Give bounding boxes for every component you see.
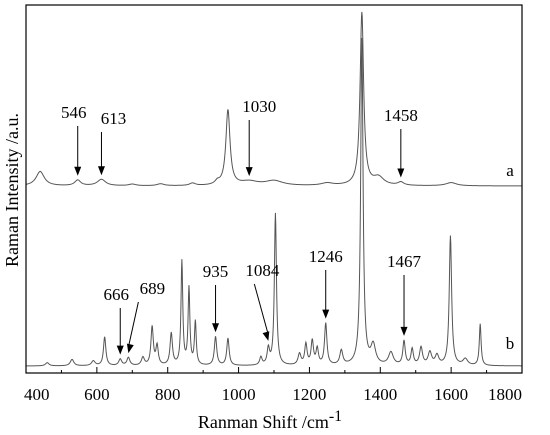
- x-tick-label-1000: 1000: [222, 385, 256, 404]
- series-labels: ab: [506, 161, 515, 353]
- peak-annotations: 546 613 1030 1458 666 689 935 1084 1246 1467: [61, 97, 422, 355]
- annotation-arrowhead-1246: [322, 309, 330, 319]
- annotation-1246: 1246: [309, 247, 343, 266]
- annotation-1084: 1084: [245, 261, 280, 280]
- annotation-1458: 1458: [384, 106, 418, 125]
- annotation-arrowhead-1030: [245, 167, 253, 177]
- annotation-arrowhead-1458: [397, 168, 405, 178]
- annotation-arrowhead-1467: [400, 326, 408, 336]
- y-axis-label: Raman Intensity /a.u.: [2, 113, 22, 267]
- x-axis-label-text: Ranman Shift /cm: [198, 412, 329, 432]
- x-axis-ticks: [25, 367, 523, 373]
- x-tick-label-1800: 1800: [488, 385, 522, 404]
- x-axis-label: Ranman Shift /cm-1: [198, 408, 342, 432]
- series-label-a: a: [506, 161, 514, 180]
- annotation-1467: 1467: [387, 252, 422, 271]
- x-tick-label-400: 400: [24, 385, 50, 404]
- annotation-arrowhead-689: [126, 343, 134, 354]
- x-tick-label-1200: 1200: [292, 385, 326, 404]
- x-tick-label-800: 800: [155, 385, 181, 404]
- annotation-arrowhead-1084: [262, 331, 270, 341]
- series-a-line: [25, 11, 522, 187]
- series-label-b: b: [506, 334, 515, 353]
- annotation-613: 613: [101, 109, 127, 128]
- annotation-935: 935: [203, 262, 229, 281]
- annotation-arrowhead-666: [116, 345, 124, 355]
- plot-lines: [25, 11, 523, 367]
- annotation-666: 666: [103, 285, 129, 304]
- x-axis-label-superscript: -1: [329, 408, 342, 425]
- x-axis-tick-labels: 400 600 800 1000 1200 1400 1600 1800: [24, 385, 522, 404]
- annotation-689: 689: [140, 279, 166, 298]
- annotation-arrow-689: [127, 301, 139, 348]
- annotation-546: 546: [61, 103, 87, 122]
- x-tick-label-600: 600: [84, 385, 110, 404]
- annotation-arrow-1084: [253, 283, 269, 335]
- series-b-line: [26, 37, 523, 367]
- x-tick-label-1400: 1400: [363, 385, 397, 404]
- annotation-arrowhead-613: [97, 166, 105, 176]
- x-tick-label-1600: 1600: [434, 385, 468, 404]
- annotation-arrowhead-935: [212, 323, 220, 333]
- annotation-arrowhead-546: [74, 166, 82, 176]
- annotation-1030: 1030: [242, 97, 276, 116]
